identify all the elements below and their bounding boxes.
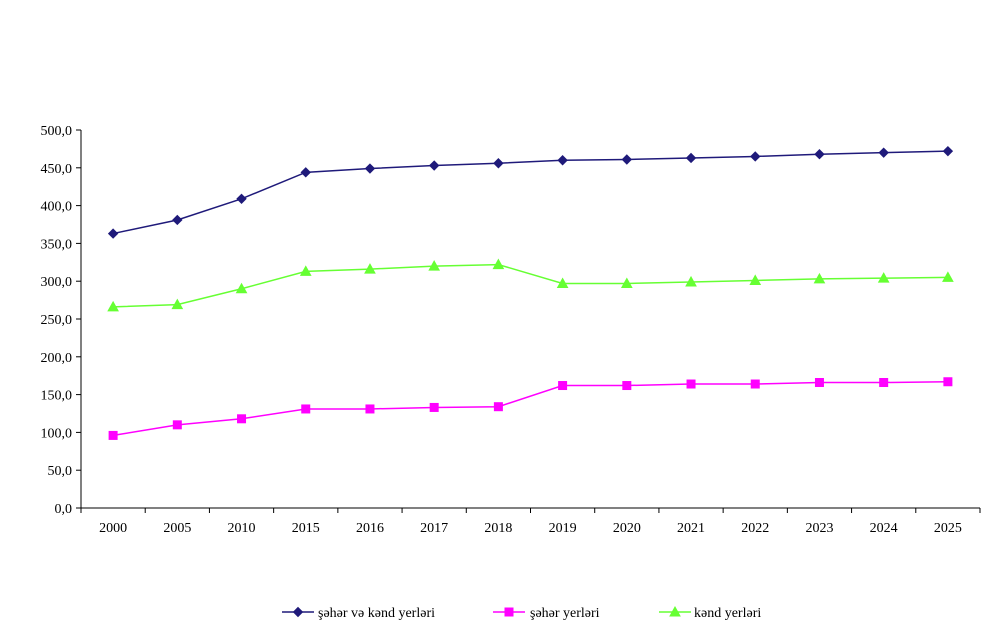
data-point [108,430,118,440]
x-tick-label: 2023 [805,521,833,536]
x-tick-label: 2020 [613,521,641,536]
data-point [749,274,762,285]
series-line [112,150,948,235]
y-tick-label: 50,0 [48,464,73,479]
data-point [878,147,889,158]
data-point [235,282,248,294]
x-tick-label: 2005 [163,521,191,536]
data-point [107,228,119,239]
data-point [556,277,569,288]
data-point [171,298,184,310]
y-tick-label: 450,0 [41,162,73,177]
data-point [107,300,119,312]
x-tick-label: 2015 [292,521,320,536]
data-point [620,277,633,288]
data-point [492,258,505,270]
legend-item-1: şəhər və kənd yerləri [282,606,435,621]
axes [80,130,980,509]
data-point [942,271,954,282]
y-tick-label: 500,0 [41,124,73,139]
data-point [685,275,697,287]
y-axis-ticks: 0,0 50,0 100,0 150,0 200,0 250,0 300,0 350,0 400… [41,124,81,517]
legend-item-3: kənd yerləri [659,605,761,621]
series-line [113,263,948,308]
data-point [686,379,696,389]
y-tick-label: 400,0 [41,200,73,215]
data-point [750,151,761,162]
data-point [428,260,441,271]
legend-label: kənd yerləri [694,606,761,621]
legend: şəhər və kənd yerləri şəhər yerləri kənd y… [282,605,761,621]
x-tick-label: 2021 [677,521,705,536]
data-point [557,155,568,166]
data-point [943,377,953,387]
x-tick-label: 2018 [484,521,512,536]
data-point [301,404,311,414]
y-tick-label: 350,0 [41,237,73,252]
x-tick-label: 2017 [420,521,448,536]
series-3 [107,258,954,312]
data-point [942,145,954,157]
x-tick-label: 2022 [741,521,769,536]
data-point [364,263,376,274]
data-point [877,272,890,283]
x-tick-label: 2000 [99,521,127,536]
data-point [172,214,183,226]
legend-item-2: şəhər yerləri [493,606,600,621]
data-point [814,148,825,160]
legend-marker [292,606,304,618]
x-tick-label: 2025 [934,521,962,536]
data-point [558,381,568,391]
data-point [622,381,632,391]
data-point [621,154,633,165]
series-1 [107,145,954,239]
legend-label: şəhər və kənd yerləri [318,606,435,621]
data-point [300,167,311,178]
data-point [879,378,889,388]
data-point [685,152,697,164]
data-point [428,160,440,171]
y-tick-label: 100,0 [41,426,73,441]
legend-marker [669,605,681,617]
data-point [365,404,375,414]
series-group [107,145,954,440]
data-point [750,379,760,389]
legend-label: şəhər yerləri [530,606,600,621]
data-point [237,414,247,424]
data-point [493,402,503,412]
data-point [814,378,824,388]
x-tick-label: 2016 [356,521,384,536]
x-tick-label: 2010 [228,521,256,536]
y-tick-label: 250,0 [41,313,73,328]
series-2 [108,377,953,440]
y-tick-label: 0,0 [55,502,73,517]
x-tick-label: 2019 [549,521,577,536]
legend-marker [504,607,514,617]
x-tick-label: 2024 [870,521,898,536]
series-line [112,380,948,437]
y-tick-label: 300,0 [41,275,73,290]
y-tick-label: 200,0 [41,351,73,366]
data-point [429,402,439,412]
data-point [236,193,247,205]
x-axis-ticks: 2000 2005 2010 2015 2016 2017 2018 2019 2020 2021… [80,508,981,536]
data-point [493,158,504,169]
data-point [364,163,376,174]
data-point [172,420,182,430]
y-tick-label: 150,0 [41,389,73,404]
data-point [813,272,826,284]
data-point [299,265,312,276]
